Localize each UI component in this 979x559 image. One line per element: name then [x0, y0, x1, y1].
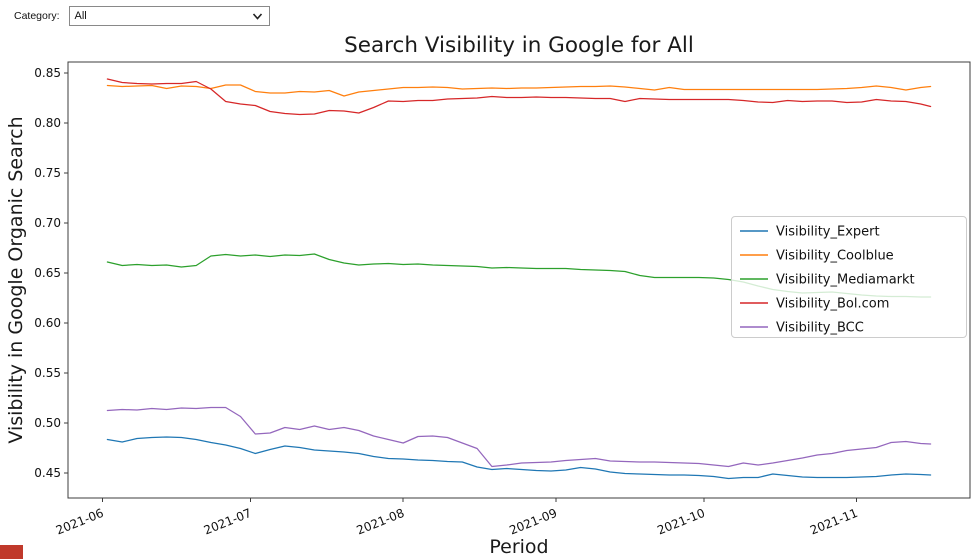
x-tick-label: 2021-09	[507, 506, 559, 538]
series-line-Visibility_Bol.com	[106, 78, 932, 116]
y-axis-label: Visibility in Google Organic Search	[5, 116, 27, 443]
legend-label: Visibility_Expert	[776, 225, 880, 240]
legend-box	[731, 216, 967, 338]
y-tick-label: 0.70	[34, 216, 61, 230]
legend-label: Visibility_Bol.com	[776, 297, 889, 312]
series-line-Visibility_Coolblue	[106, 84, 932, 97]
x-tick-label: 2021-06	[54, 506, 106, 538]
legend-label: Visibility_Mediamarkt	[776, 273, 915, 288]
legend-label: Visibility_Coolblue	[776, 249, 894, 264]
category-control: Category: All	[14, 6, 270, 26]
x-tick-label: 2021-07	[202, 506, 254, 538]
chevron-down-icon	[252, 12, 262, 20]
series-line-Visibility_BCC	[106, 406, 932, 468]
y-tick-label: 0.65	[34, 266, 61, 280]
x-tick-label: 2021-11	[808, 506, 860, 538]
y-tick-label: 0.55	[34, 366, 61, 380]
legend-label: Visibility_BCC	[776, 321, 864, 336]
y-tick-label: 0.75	[34, 166, 61, 180]
y-tick-label: 0.50	[34, 416, 61, 430]
series-line-Visibility_Expert	[106, 436, 932, 480]
bottom-left-marker	[0, 545, 23, 559]
x-axis-label: Period	[489, 536, 548, 558]
x-tick-label: 2021-08	[355, 506, 407, 538]
x-tick-label: 2021-10	[655, 506, 707, 538]
chart-title: Search Visibility in Google for All	[344, 33, 694, 58]
y-tick-label: 0.80	[34, 116, 61, 130]
y-tick-label: 0.60	[34, 316, 61, 330]
y-tick-label: 0.85	[34, 66, 61, 80]
category-select[interactable]: All	[68, 6, 270, 26]
category-value: All	[74, 10, 87, 22]
legend: Visibility_Expert Visibility_Coolblue Visi…	[731, 216, 967, 338]
category-label: Category:	[14, 10, 60, 22]
y-tick-label: 0.45	[34, 466, 61, 480]
plot-frame	[67, 61, 971, 499]
